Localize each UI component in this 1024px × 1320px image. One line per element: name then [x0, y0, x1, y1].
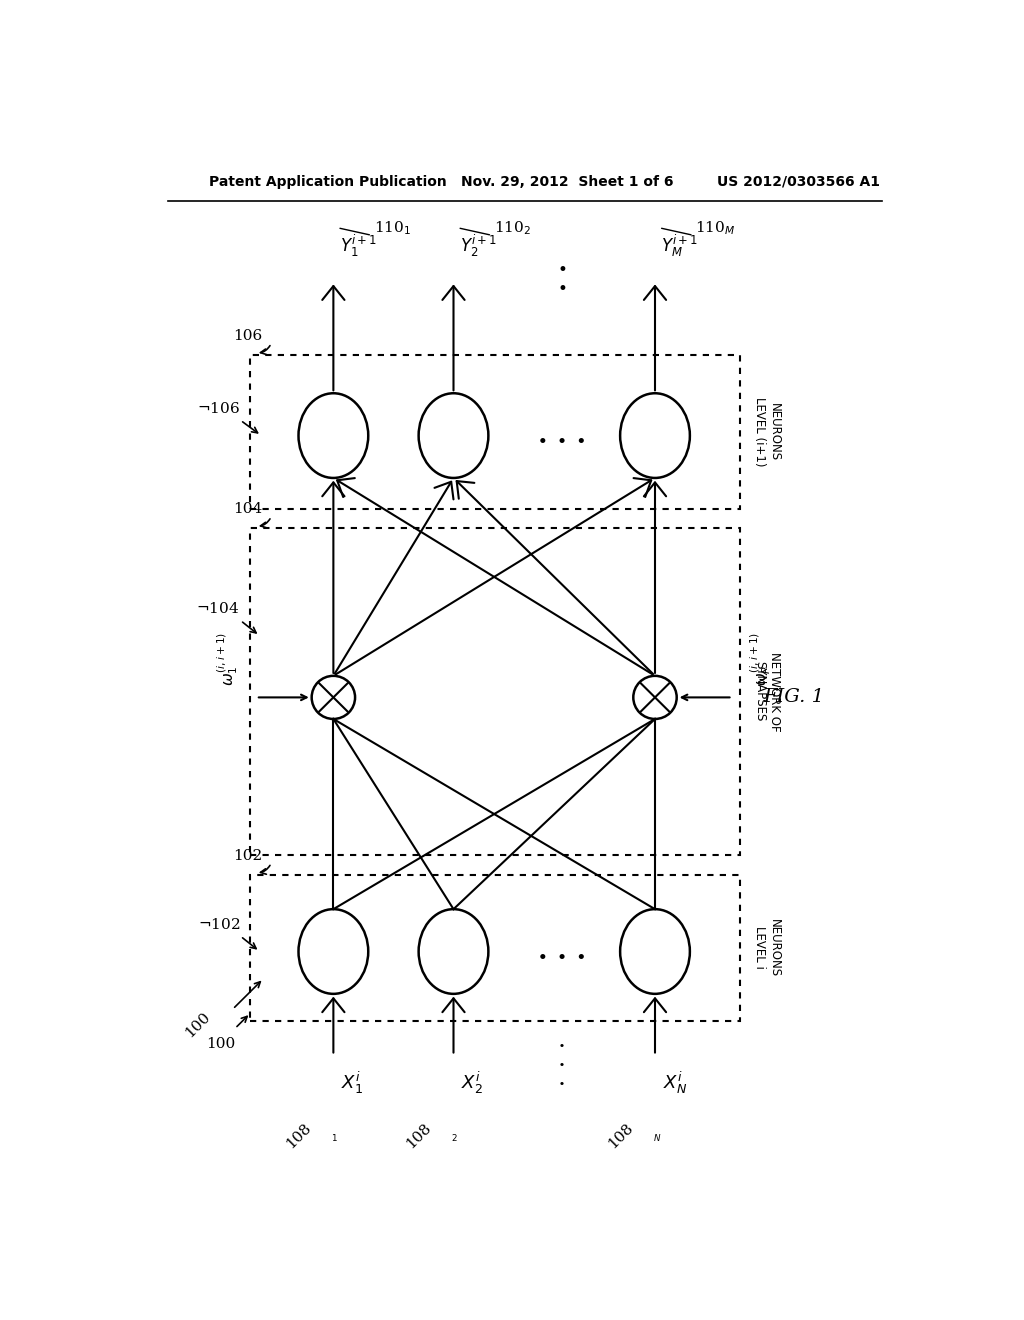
- Text: $_N$: $_N$: [652, 1131, 662, 1144]
- Text: .: .: [558, 1028, 566, 1052]
- Text: $\omega_1^{(i,i+1)}$: $\omega_1^{(i,i+1)}$: [216, 632, 241, 686]
- Text: $\omega_P^{(i,i+1)}$: $\omega_P^{(i,i+1)}$: [748, 632, 773, 686]
- Text: $_1$: $_1$: [331, 1131, 338, 1144]
- Bar: [251, 355, 740, 508]
- Text: . . .: . . .: [538, 422, 586, 449]
- Text: 102: 102: [233, 849, 263, 863]
- Text: $_2$: $_2$: [452, 1131, 458, 1144]
- Text: $Y_M^{i+1}$: $Y_M^{i+1}$: [662, 232, 698, 259]
- Text: Nov. 29, 2012  Sheet 1 of 6: Nov. 29, 2012 Sheet 1 of 6: [461, 174, 674, 189]
- Text: Patent Application Publication: Patent Application Publication: [209, 174, 447, 189]
- Text: NEURONS
LEVEL (i+1): NEURONS LEVEL (i+1): [754, 397, 781, 466]
- Text: 108: 108: [284, 1121, 314, 1151]
- Text: 106: 106: [233, 329, 263, 343]
- Text: 110$_1$: 110$_1$: [374, 219, 411, 238]
- Bar: [251, 875, 740, 1020]
- Text: 100: 100: [207, 1038, 236, 1051]
- Text: NETWORK OF
SYNAPSES: NETWORK OF SYNAPSES: [754, 652, 781, 731]
- Text: .: .: [558, 1048, 566, 1071]
- Text: 108: 108: [403, 1121, 434, 1151]
- Text: $\neg$102: $\neg$102: [199, 917, 241, 932]
- Text: 104: 104: [233, 503, 263, 516]
- Text: $\neg$106: $\neg$106: [198, 401, 241, 416]
- Text: $\neg$104: $\neg$104: [196, 602, 239, 616]
- Text: 110$_2$: 110$_2$: [494, 219, 530, 238]
- Text: $Y_2^{i+1}$: $Y_2^{i+1}$: [460, 232, 497, 259]
- Text: 110$_M$: 110$_M$: [695, 219, 735, 238]
- Text: US 2012/0303566 A1: US 2012/0303566 A1: [717, 174, 880, 189]
- Text: 108: 108: [605, 1121, 636, 1151]
- Text: NEURONS
LEVEL i: NEURONS LEVEL i: [754, 919, 781, 977]
- Text: 100: 100: [182, 1010, 213, 1040]
- Text: $X_1^i$: $X_1^i$: [341, 1069, 364, 1096]
- Text: •: •: [557, 281, 567, 298]
- Text: $Y_1^{i+1}$: $Y_1^{i+1}$: [340, 232, 377, 259]
- Text: $X_2^i$: $X_2^i$: [461, 1069, 483, 1096]
- Text: •: •: [557, 261, 567, 279]
- Text: FIG. 1: FIG. 1: [764, 689, 824, 706]
- Text: $X_N^i$: $X_N^i$: [663, 1069, 687, 1096]
- Text: . . .: . . .: [538, 939, 586, 965]
- Text: .: .: [558, 1067, 566, 1090]
- Bar: [251, 528, 740, 855]
